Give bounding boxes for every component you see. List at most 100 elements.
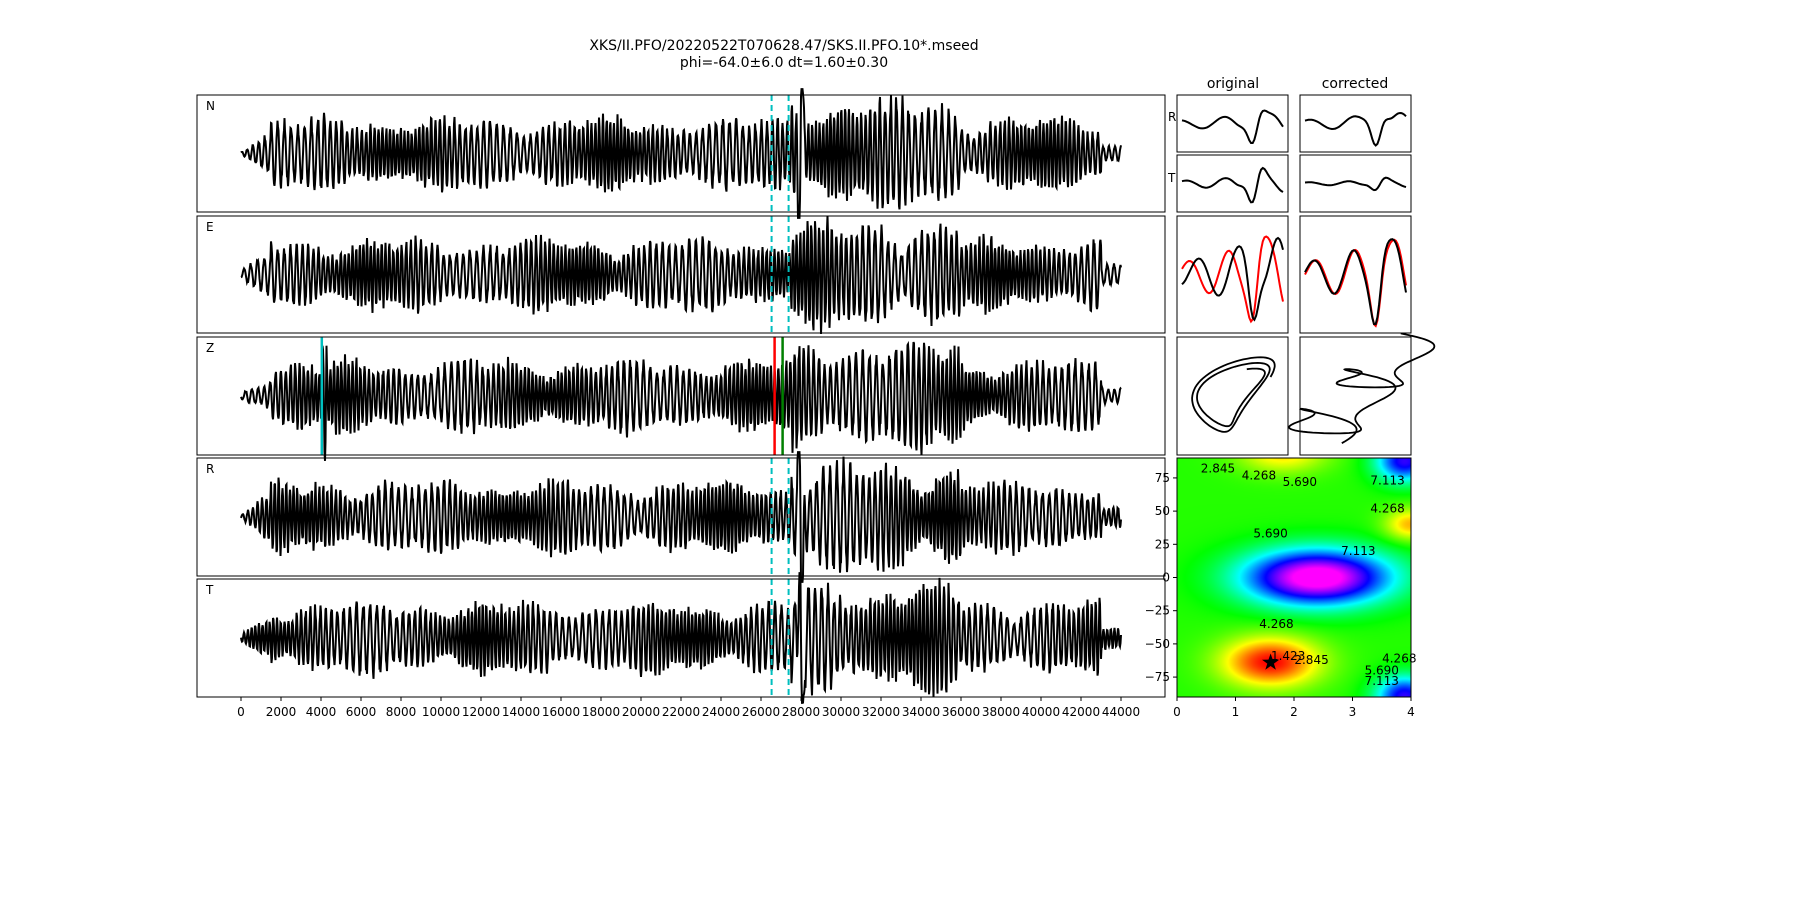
panel-frame (196, 336, 1166, 456)
figure-subtitle: phi=-64.0±6.0 dt=1.60±0.30 (680, 55, 888, 71)
heatmap-y-tick-label: 50 (1155, 504, 1170, 518)
x-tick-label: 24000 (702, 705, 740, 719)
panel-frame (1299, 215, 1412, 334)
x-tick-label: 36000 (942, 705, 980, 719)
heatmap-y-tick-label: 0 (1162, 571, 1170, 585)
heatmap-y-tick-label: 25 (1155, 537, 1170, 551)
x-tick-label: 42000 (1062, 705, 1100, 719)
x-tick-label: 0 (237, 705, 245, 719)
contour-label: 2.845 (1201, 462, 1235, 476)
contour-label: 4.268 (1370, 501, 1404, 515)
x-tick-label: 26000 (742, 705, 780, 719)
x-tick-label: 38000 (982, 705, 1020, 719)
panel-label: E (206, 220, 214, 234)
x-tick-label: 22000 (662, 705, 700, 719)
radial-trace (1304, 111, 1407, 147)
small-panel-corrected-3 (1288, 332, 1436, 456)
fast-trace (1304, 238, 1407, 328)
column-original: original (1207, 76, 1259, 92)
column-corrected: corrected (1322, 76, 1389, 92)
row-label-t: T (1167, 171, 1176, 185)
x-tick-label: 12000 (462, 705, 500, 719)
trace-panel-n: N (196, 88, 1166, 219)
x-tick-label: 4000 (306, 705, 337, 719)
panel-frame (1299, 336, 1412, 456)
x-tick-label: 40000 (1022, 705, 1060, 719)
contour-label: 7.113 (1365, 674, 1399, 688)
slow-trace (1304, 238, 1407, 326)
panel-label: Z (206, 341, 214, 355)
heatmap-y-tick-label: −25 (1145, 604, 1170, 618)
x-tick-label: 34000 (902, 705, 940, 719)
particle-motion (1288, 332, 1436, 444)
contour-label: 2.845 (1294, 653, 1328, 667)
heatmap-x-tick-label: 2 (1290, 705, 1298, 719)
panel-frame (1176, 215, 1289, 334)
contour-label: 7.113 (1370, 474, 1404, 488)
x-tick-label: 16000 (542, 705, 580, 719)
panel-label: T (205, 583, 214, 597)
x-tick-label: 20000 (622, 705, 660, 719)
waveform-n (240, 88, 1122, 219)
contour-label: 5.690 (1365, 663, 1399, 677)
heatmap-x-tick-label: 0 (1173, 705, 1181, 719)
radial-trace (1181, 109, 1284, 144)
best-fit-star-icon (1262, 653, 1280, 670)
waveform-t (240, 572, 1122, 704)
small-panel-original-3 (1176, 336, 1289, 456)
x-tick-label: 10000 (422, 705, 460, 719)
x-tick-label: 44000 (1102, 705, 1140, 719)
panel-frame (196, 457, 1166, 577)
panel-label: R (206, 462, 214, 476)
small-panel-original-0 (1176, 94, 1289, 153)
waveform-z (240, 340, 1122, 461)
x-tick-label: 32000 (862, 705, 900, 719)
panel-frame (1176, 154, 1289, 213)
panel-frame (196, 215, 1166, 334)
small-panel-corrected-0 (1299, 94, 1412, 153)
contour-label: 5.690 (1253, 527, 1287, 541)
contour-label: 4.268 (1259, 617, 1293, 631)
small-panel-corrected-1 (1299, 154, 1412, 213)
figure-title: XKS/II.PFO/20220522T070628.47/SKS.II.PFO… (589, 38, 978, 54)
transverse-trace (1304, 176, 1407, 192)
trace-panel-z: Z (196, 336, 1166, 461)
waveform-e (240, 215, 1122, 335)
heatmap-y-tick-label: −50 (1145, 637, 1170, 651)
trace-panel-r: R (196, 451, 1166, 583)
x-tick-label: 6000 (346, 705, 377, 719)
heatmap-y-tick-label: −75 (1145, 670, 1170, 684)
small-panel-original-1 (1176, 154, 1289, 213)
contour-label: 4.268 (1242, 468, 1276, 482)
heatmap-x-tick-label: 3 (1349, 705, 1357, 719)
waveform-r (240, 451, 1122, 583)
small-panel-original-2 (1176, 215, 1289, 334)
panel-label: N (206, 99, 215, 113)
energy-heatmap (1177, 458, 1411, 697)
particle-motion (1191, 356, 1276, 433)
panel-frame (1176, 94, 1289, 153)
contour-label: 4.268 (1382, 651, 1416, 665)
contour-label: 1.423 (1271, 649, 1305, 663)
fast-trace (1181, 235, 1284, 324)
contour-label: 5.690 (1283, 475, 1317, 489)
x-tick-label: 14000 (502, 705, 540, 719)
x-tick-label: 28000 (782, 705, 820, 719)
row-label-r: R (1168, 110, 1176, 124)
panel-frame (196, 94, 1166, 213)
heatmap-y-tick-label: 75 (1155, 471, 1170, 485)
transverse-trace (1181, 166, 1284, 204)
heatmap-x-tick-label: 4 (1407, 705, 1415, 719)
x-tick-label: 30000 (822, 705, 860, 719)
x-tick-label: 18000 (582, 705, 620, 719)
contour-label: 7.113 (1341, 544, 1375, 558)
small-panel-corrected-2 (1299, 215, 1412, 334)
trace-panel-t: T (196, 572, 1166, 704)
panel-frame (1299, 94, 1412, 153)
heatmap-x-tick-label: 1 (1232, 705, 1240, 719)
x-tick-label: 2000 (266, 705, 297, 719)
x-tick-label: 8000 (386, 705, 417, 719)
panel-frame (1176, 336, 1289, 456)
